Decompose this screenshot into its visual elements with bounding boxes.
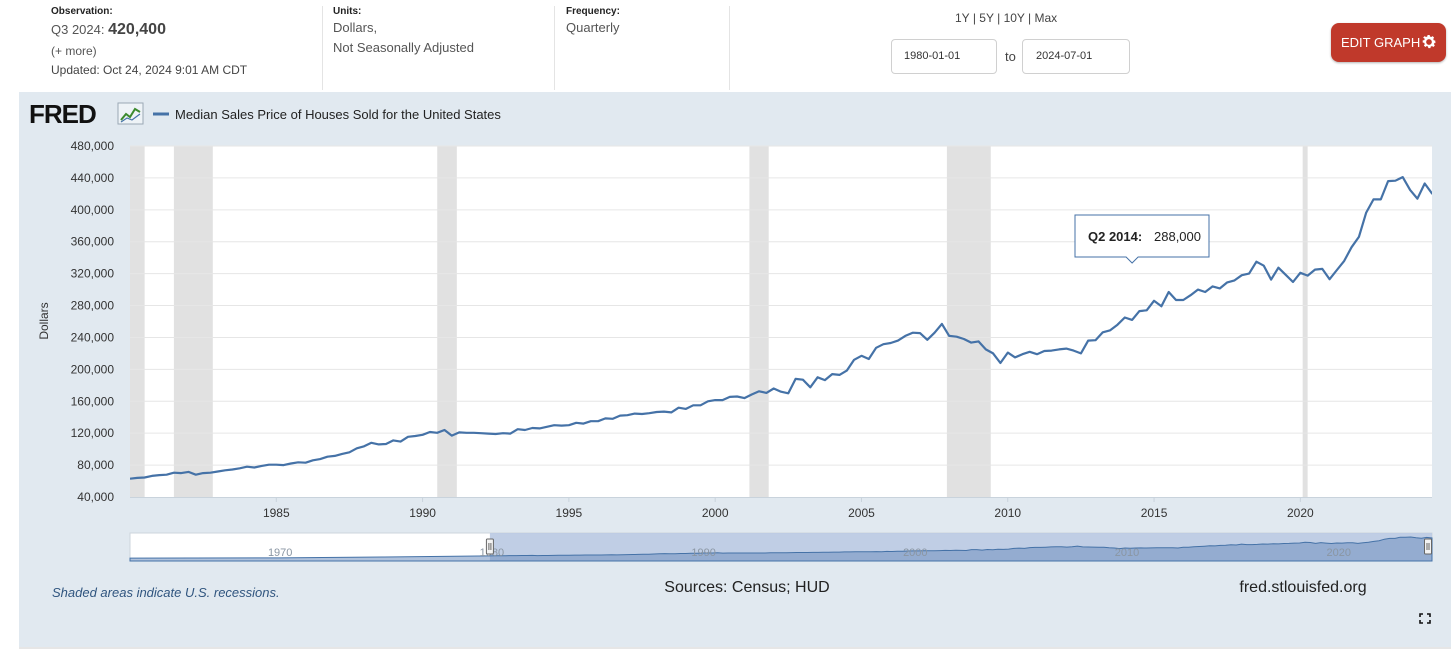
series-line[interactable] — [130, 176, 1454, 480]
site-link[interactable]: fred.stlouisfed.org — [1239, 579, 1366, 596]
tooltip-box — [1074, 214, 1210, 264]
edit-graph-label: EDIT GRAPH — [1341, 35, 1421, 50]
frequency-label: Frequency: — [566, 6, 620, 17]
to-label: to — [1005, 49, 1016, 64]
tooltip-period: Q2 2014: — [1088, 229, 1142, 244]
x-tick-label: 2010 — [994, 506, 1021, 520]
header-divider — [729, 6, 730, 90]
range-sep: | — [1028, 11, 1032, 25]
edit-graph-button[interactable]: EDIT GRAPH — [1331, 23, 1446, 62]
navigator-tick-label: 2020 — [1326, 547, 1350, 559]
frequency-panel: Frequency: Quarterly — [566, 0, 716, 92]
range-5y[interactable]: 5Y — [979, 11, 994, 25]
range-max[interactable]: Max — [1034, 11, 1058, 25]
range-sep: | — [997, 11, 1001, 25]
navigator-left-handle[interactable] — [485, 538, 494, 555]
y-tick-label: 160,000 — [71, 394, 115, 408]
recession-band — [749, 146, 769, 497]
tooltip-value: 288,000 — [1154, 229, 1201, 244]
start-date-input[interactable]: 1980-01-01 — [891, 39, 997, 74]
header-divider — [322, 6, 323, 90]
recession-note: Shaded areas indicate U.S. recessions. — [52, 585, 280, 600]
y-tick-label: 120,000 — [71, 426, 115, 440]
y-tick-label: 480,000 — [71, 139, 115, 153]
units-line1: Dollars, — [333, 20, 378, 35]
x-tick-label: 1995 — [556, 506, 583, 520]
updated-row: Updated: Oct 24, 2024 9:01 AM CDT — [51, 63, 247, 77]
x-tick-label: 2005 — [848, 506, 875, 520]
navigator-tick-label: 2010 — [1115, 547, 1139, 559]
x-tick-label: 2015 — [1141, 506, 1168, 520]
navigator-tick-label: 2000 — [903, 547, 927, 559]
y-tick-label: 320,000 — [71, 267, 115, 281]
x-tick-label: 2000 — [702, 506, 729, 520]
observation-panel: Observation: Q3 2024: 420,400 (+ more) U… — [51, 0, 311, 92]
x-tick-label: 1990 — [409, 506, 436, 520]
header-divider — [554, 6, 555, 90]
updated-value: Oct 24, 2024 9:01 AM CDT — [103, 63, 248, 77]
legend-label[interactable]: Median Sales Price of Houses Sold for th… — [175, 107, 501, 122]
y-tick-label: 440,000 — [71, 171, 115, 185]
observation-period: Q3 2024: — [51, 22, 105, 37]
navigator-tick-label: 1970 — [268, 547, 292, 559]
range-sep: | — [972, 11, 976, 25]
recession-band — [437, 146, 457, 497]
fred-logo-chart-icon — [117, 102, 144, 125]
fred-logo: FRED — [29, 99, 96, 129]
y-tick-label: 240,000 — [71, 330, 115, 344]
y-tick-label: 200,000 — [71, 362, 115, 376]
observation-row: Q3 2024: 420,400 — [51, 20, 166, 40]
navigator-tick-label: 1990 — [691, 547, 715, 559]
navigator-area — [129, 536, 1433, 562]
units-label: Units: — [333, 6, 362, 17]
y-tick-label: 80,000 — [77, 458, 114, 472]
x-tick-label: 1985 — [263, 506, 290, 520]
plot-area — [130, 146, 1432, 497]
more-link[interactable]: (+ more) — [51, 44, 97, 58]
bottom-rule — [19, 647, 1451, 649]
y-tick-label: 280,000 — [71, 299, 115, 313]
range-1y[interactable]: 1Y — [955, 11, 970, 25]
x-tick-label: 2020 — [1287, 506, 1314, 520]
observation-value: 420,400 — [108, 21, 166, 38]
gear-icon — [1422, 34, 1437, 49]
end-date-input[interactable]: 2024-07-01 — [1022, 39, 1130, 74]
y-tick-label: 40,000 — [77, 490, 114, 504]
y-axis-title: Dollars — [37, 302, 51, 339]
observation-label: Observation: — [51, 6, 113, 17]
recession-band — [173, 146, 213, 497]
navigator-right-handle[interactable] — [1424, 538, 1432, 555]
recession-band — [1302, 146, 1308, 497]
y-tick-label: 360,000 — [71, 235, 115, 249]
frequency-value: Quarterly — [566, 20, 620, 35]
y-tick-label: 400,000 — [71, 203, 115, 217]
recession-band — [130, 146, 145, 497]
units-line2: Not Seasonally Adjusted — [333, 40, 474, 55]
range-10y[interactable]: 10Y — [1003, 11, 1025, 25]
recession-band — [946, 146, 991, 497]
sources: Sources: Census; HUD — [664, 579, 829, 596]
range-selector: 1Y | 5Y | 10Y | Max — [955, 11, 1057, 25]
updated-label: Updated: — [51, 63, 100, 77]
units-panel: Units: Dollars, Not Seasonally Adjusted — [333, 0, 543, 92]
fullscreen-icon[interactable] — [1419, 613, 1431, 624]
